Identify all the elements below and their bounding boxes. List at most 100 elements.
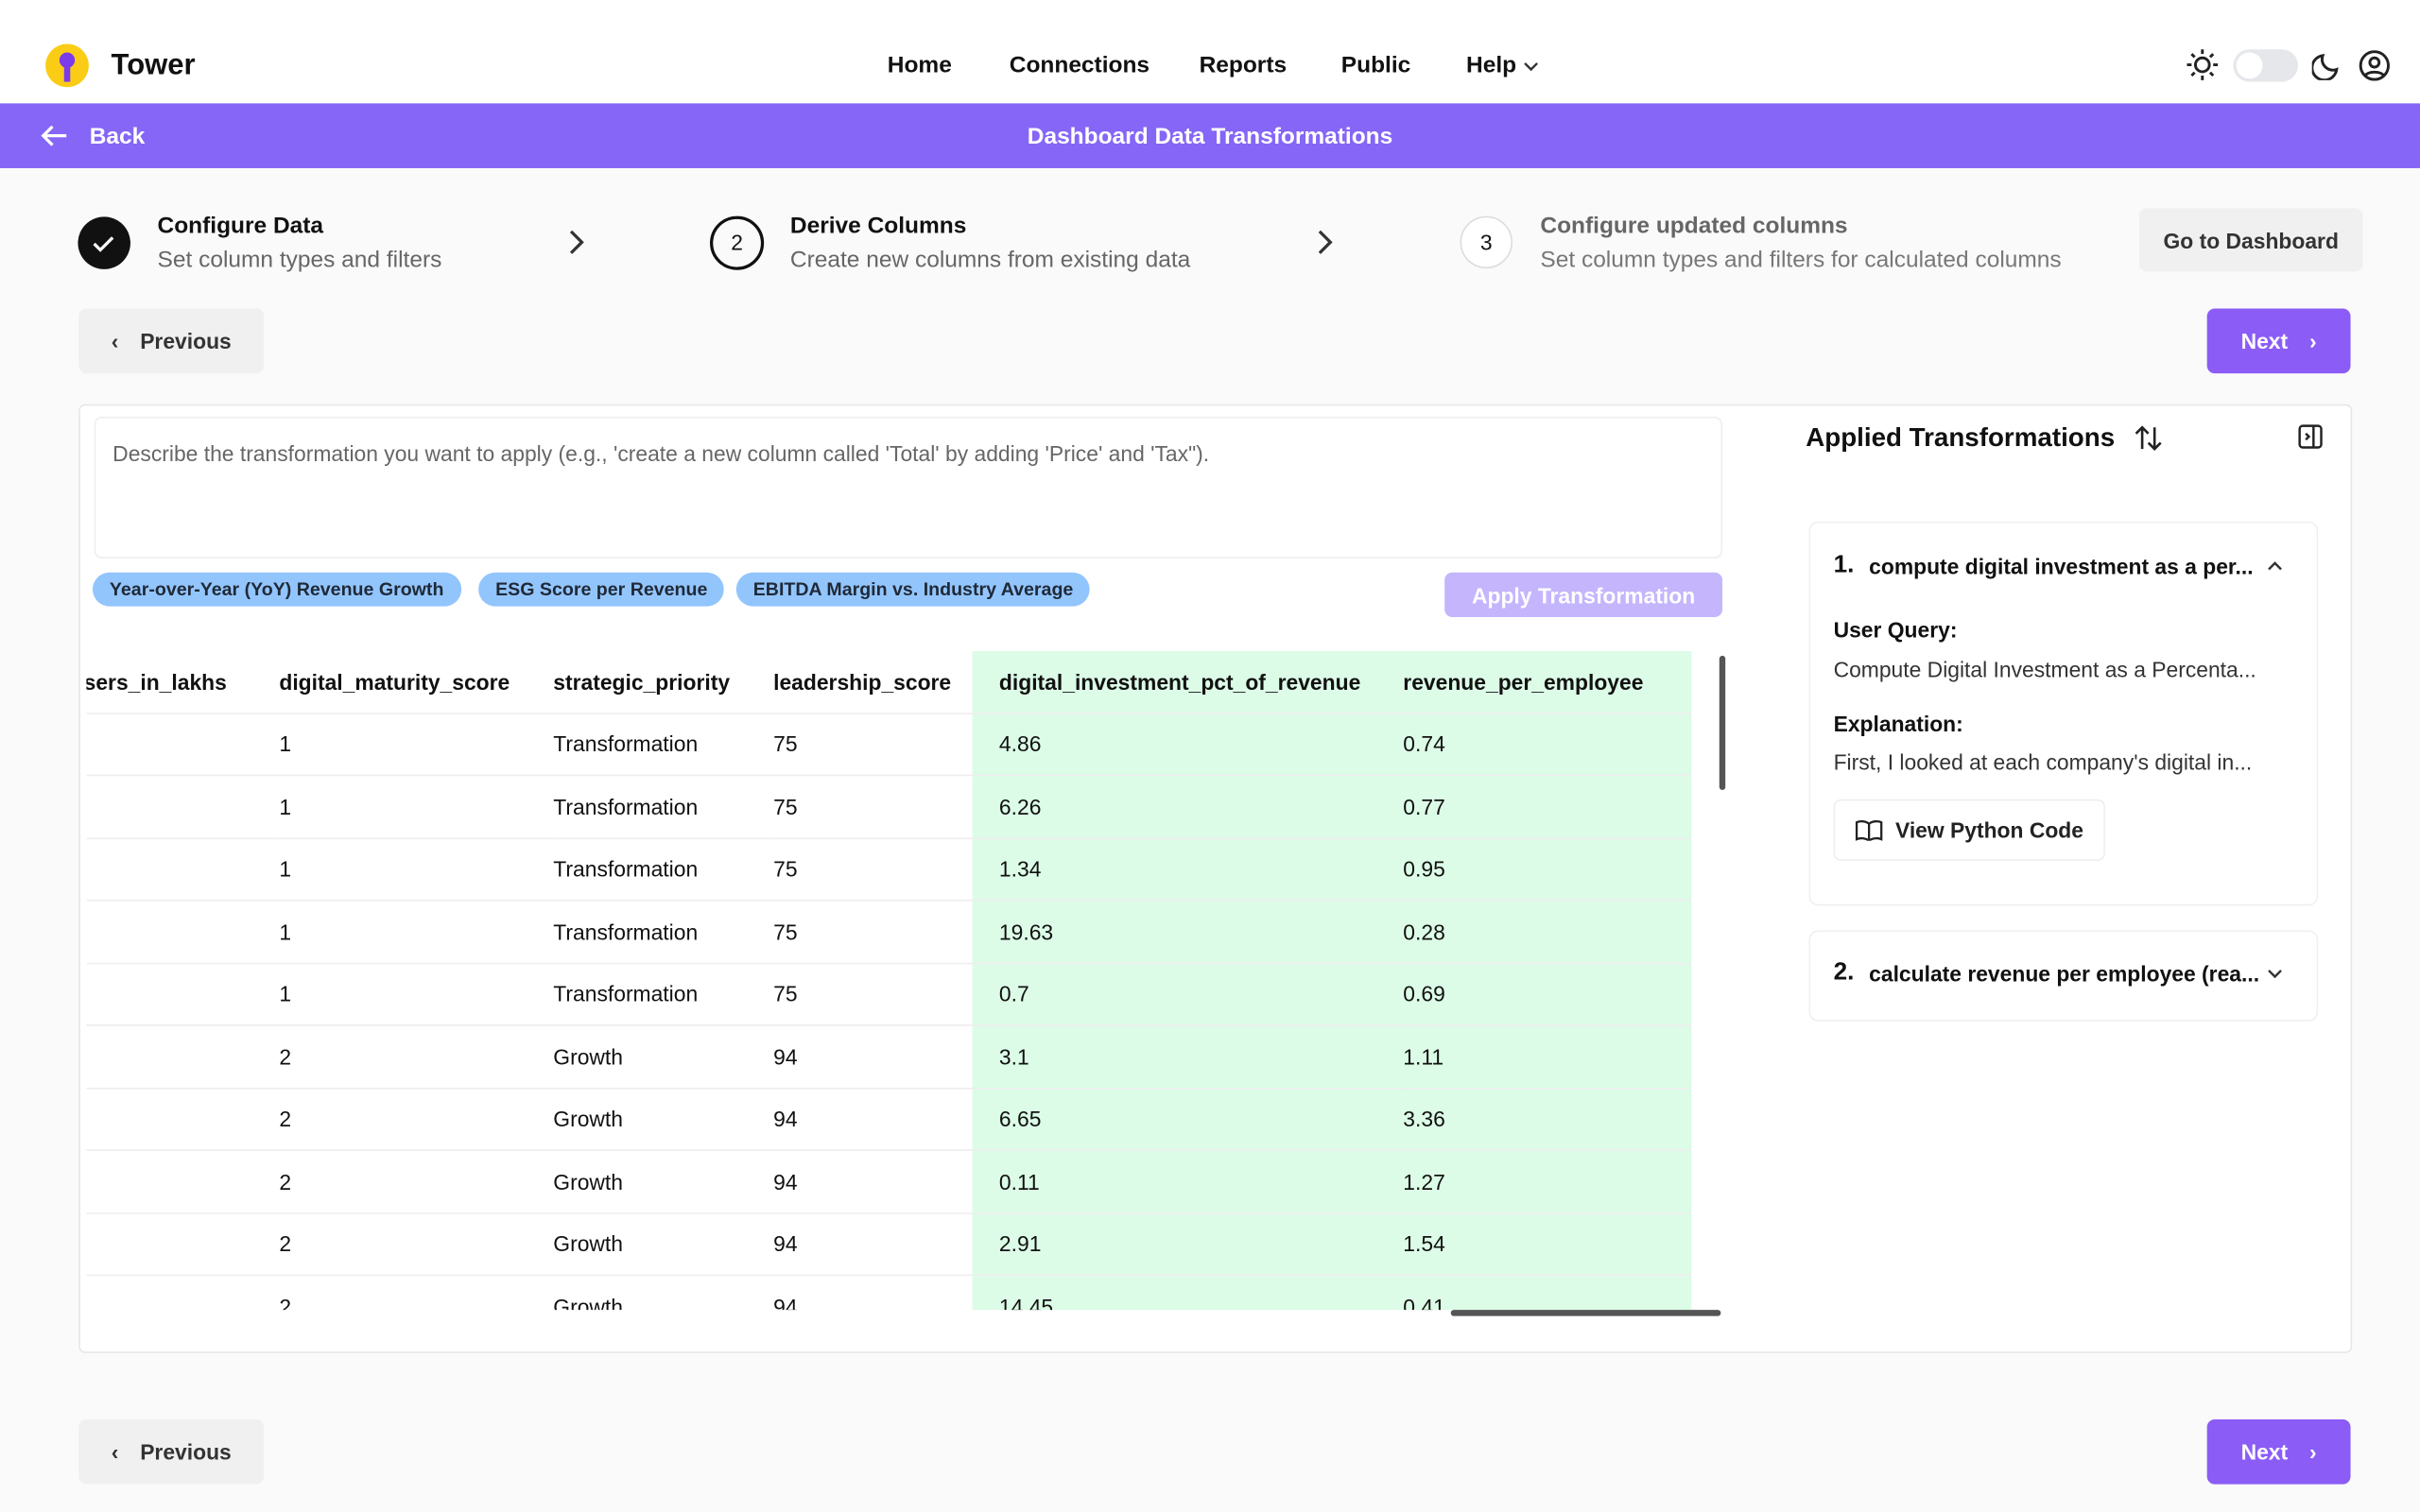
h-scrollbar[interactable] <box>1450 1310 1721 1316</box>
top-bar <box>0 0 2420 104</box>
nav-link[interactable]: Help <box>1466 52 1517 79</box>
table-cell: 1 <box>279 919 292 944</box>
v-scrollbar[interactable] <box>1719 655 1726 790</box>
empty-cell <box>86 1088 279 1150</box>
button-label: Previous <box>140 1439 232 1465</box>
explanation: First, I looked at each company's digita… <box>1833 749 2253 775</box>
nav-link[interactable]: Reports <box>1199 52 1288 79</box>
button-label: Previous <box>140 328 232 353</box>
step-done-icon <box>78 216 130 269</box>
previous-button[interactable]: ‹ Previous <box>78 308 265 374</box>
data-table: users_in_lakhs digital_maturity_score stra… <box>86 650 1692 1311</box>
table-cell: 75 <box>773 981 798 1006</box>
previous-button[interactable]: ‹ Previous <box>78 1419 265 1485</box>
transformation-card <box>1808 930 2319 1022</box>
item-number: 1. <box>1833 552 1855 579</box>
user-query: Compute Digital Investment as a Percenta… <box>1833 657 2256 682</box>
chevron-down[interactable] <box>2267 968 2282 980</box>
table-row: 2 Growth 94 2.91 1.54 <box>86 1212 1692 1276</box>
table-cell: 0.74 <box>1403 713 1692 776</box>
step-number: 3 <box>1460 215 1512 269</box>
table-cell: 0.77 <box>1403 775 1692 838</box>
table-cell: 0.41 <box>1403 1275 1692 1311</box>
banner <box>0 103 2420 168</box>
table-cell: Growth <box>553 1231 623 1257</box>
back-link[interactable]: Back <box>89 123 146 150</box>
empty-cell <box>86 838 279 901</box>
empty-cell <box>86 1275 279 1310</box>
step-subtitle: Set column types and filters <box>157 247 442 273</box>
suggestion-chip[interactable]: Year-over-Year (YoY) Revenue Growth <box>92 572 461 607</box>
prompt-input[interactable] <box>94 416 1723 559</box>
table-cell: Growth <box>553 1169 623 1194</box>
table-cell: 2 <box>279 1294 292 1311</box>
empty-cell <box>86 1212 279 1275</box>
table-cell: 3.36 <box>1403 1088 1692 1151</box>
table-cell: 75 <box>773 919 798 944</box>
suggestion-chip[interactable]: ESG Score per Revenue <box>478 572 725 607</box>
user-icon[interactable] <box>2359 49 2391 81</box>
nav-link[interactable]: Public <box>1340 52 1411 79</box>
chevron-up[interactable] <box>2267 560 2282 573</box>
table-cell: Transformation <box>553 794 699 819</box>
table-cell: 94 <box>773 1169 798 1194</box>
table-cell: 94 <box>773 1043 798 1070</box>
button-label: Next <box>2240 328 2289 353</box>
step-subtitle: Set column types and filters for calcula… <box>1540 247 2062 273</box>
sort-icon[interactable] <box>2135 424 2162 452</box>
back-arrow[interactable] <box>40 124 67 148</box>
prompt-placeholder: Describe the transformation you want to … <box>112 440 1210 467</box>
table-cell: 14.45 <box>973 1275 1404 1311</box>
label: User Query: <box>1833 617 1958 643</box>
table-cell: Transformation <box>553 856 699 882</box>
table-cell: 2.91 <box>973 1212 1404 1276</box>
table-cell: 0.7 <box>973 962 1404 1025</box>
empty-cell <box>86 775 279 837</box>
next-button[interactable]: Next › <box>2206 1419 2351 1485</box>
table-cell: 3.1 <box>973 1024 1404 1089</box>
table-cell: 1.34 <box>973 837 1404 901</box>
table-cell: 75 <box>773 794 798 819</box>
table-cell: 6.65 <box>973 1088 1404 1151</box>
table-cell: 1 <box>279 856 292 882</box>
table-cell: 75 <box>773 856 798 882</box>
table-cell: 75 <box>773 731 798 757</box>
theme-toggle[interactable] <box>2233 49 2299 82</box>
table-cell: Transformation <box>553 919 699 944</box>
go-to-dashboard-button[interactable]: Go to Dashboard <box>2138 208 2363 272</box>
banner-title: Dashboard Data Transformations <box>1027 123 1393 150</box>
table-cell: 0.69 <box>1403 962 1692 1025</box>
table-cell: Growth <box>553 1043 623 1070</box>
step-title: Configure Data <box>157 213 324 240</box>
logo-text: Tower <box>111 49 196 82</box>
empty-cell <box>86 901 279 963</box>
button-label: Next <box>2240 1439 2289 1465</box>
table-cell: 94 <box>773 1107 798 1132</box>
next-button[interactable]: Next › <box>2206 308 2351 374</box>
table-row: 1 Transformation 75 19.63 0.28 <box>86 900 1692 963</box>
collapse-icon[interactable] <box>2298 424 2323 449</box>
table-cell: 0.11 <box>973 1150 1404 1213</box>
sun-icon[interactable] <box>2186 48 2220 82</box>
suggestion-chip[interactable]: EBITDA Margin vs. Industry Average <box>735 572 1091 607</box>
table-cell: 2 <box>279 1043 292 1070</box>
chevron-icon <box>1524 62 1538 72</box>
view-code-button[interactable]: View Python Code <box>1833 799 2105 862</box>
empty-cell <box>86 713 279 775</box>
nav-link[interactable]: Home <box>887 52 952 79</box>
column-header: digital_investment_pct_of_revenue <box>973 650 1404 713</box>
table-row: 1 Transformation 75 1.34 0.95 <box>86 837 1692 901</box>
item-title[interactable]: compute digital investment as a per... <box>1869 554 2254 579</box>
nav-link[interactable]: Connections <box>1009 52 1150 79</box>
column-header: revenue_per_employee <box>1403 650 1692 713</box>
table-cell: Growth <box>553 1294 623 1311</box>
table-cell: 0.95 <box>1403 837 1692 901</box>
item-title[interactable]: calculate revenue per employee (rea... <box>1869 961 2260 987</box>
table-row: 2 Growth 94 6.65 3.36 <box>86 1088 1692 1151</box>
apply-button[interactable]: Apply Transformation <box>1444 572 1723 618</box>
column-header: leadership_score <box>773 669 952 695</box>
moon-icon[interactable] <box>2311 49 2343 80</box>
item-number: 2. <box>1833 959 1855 987</box>
table-cell: 4.86 <box>973 713 1404 776</box>
